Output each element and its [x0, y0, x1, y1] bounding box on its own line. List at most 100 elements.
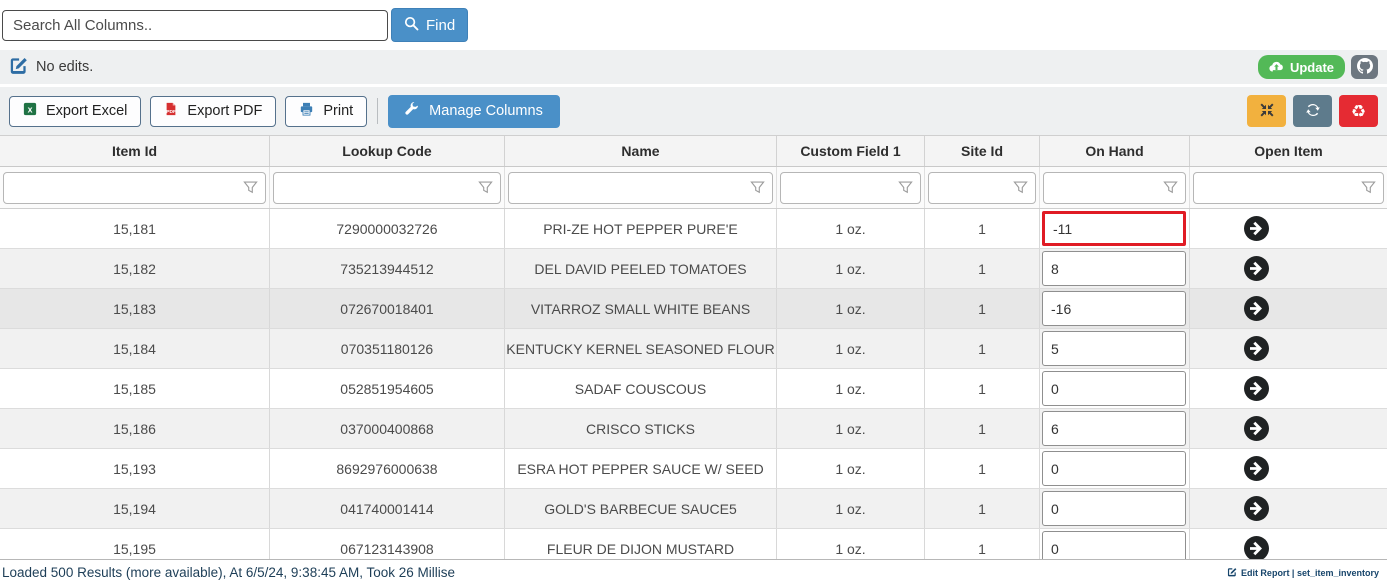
print-button[interactable]: Print	[285, 95, 368, 127]
cell-site-id: 1	[925, 449, 1040, 488]
filter-input-on-hand[interactable]	[1043, 171, 1186, 204]
compress-button[interactable]	[1247, 95, 1286, 127]
cell-item-id: 15,185	[0, 369, 270, 408]
filter-funnel-icon[interactable]	[750, 180, 765, 195]
filter-funnel-icon[interactable]	[1163, 180, 1178, 195]
cell-item-id: 15,181	[0, 209, 270, 248]
circle-right-arrow-icon	[1243, 376, 1270, 405]
github-octocat-icon	[1356, 57, 1373, 77]
on-hand-input[interactable]	[1042, 451, 1186, 486]
cell-site-id: 1	[925, 329, 1040, 368]
cell-open-item	[1190, 249, 1387, 288]
filter-input-custom-field-1[interactable]	[780, 171, 921, 204]
search-icon	[404, 16, 419, 35]
cell-lookup-code: 072670018401	[270, 289, 505, 328]
cell-lookup-code: 067123143908	[270, 529, 505, 559]
search-input[interactable]	[2, 9, 388, 41]
cell-name: CRISCO STICKS	[505, 409, 777, 448]
recycle-button[interactable]: ♻	[1339, 95, 1378, 127]
on-hand-input[interactable]	[1042, 531, 1186, 559]
cell-name: ESRA HOT PEPPER SAUCE W/ SEED	[505, 449, 777, 488]
column-header-name[interactable]: Name	[505, 136, 777, 166]
open-item-button[interactable]	[1243, 535, 1270, 559]
filter-input-site-id[interactable]	[928, 171, 1036, 204]
find-button[interactable]: Find	[391, 8, 469, 42]
on-hand-input[interactable]	[1042, 291, 1186, 326]
filter-funnel-icon[interactable]	[478, 180, 493, 195]
table-header-row: Item Id Lookup Code Name Custom Field 1 …	[0, 136, 1387, 167]
table-row: 15,183 072670018401 VITARROZ SMALL WHITE B…	[0, 289, 1387, 329]
print-label: Print	[323, 103, 354, 119]
column-header-open-item[interactable]: Open Item	[1254, 143, 1323, 159]
cell-open-item	[1190, 209, 1387, 248]
export-excel-label: Export Excel	[46, 103, 128, 119]
filter-funnel-icon[interactable]	[1013, 180, 1028, 195]
open-item-button[interactable]	[1243, 255, 1270, 282]
column-header-custom-field-1[interactable]: Custom Field 1	[777, 136, 925, 166]
pdf-file-icon: PDF	[164, 102, 178, 120]
cell-item-id: 15,182	[0, 249, 270, 288]
edit-report-link[interactable]: Edit Report | set_item_inventory	[1227, 567, 1379, 579]
cell-lookup-code: 735213944512	[270, 249, 505, 288]
pencil-square-icon-small	[1227, 567, 1237, 579]
svg-text:x: x	[28, 105, 33, 115]
filter-cell-item-id	[0, 167, 270, 208]
filter-cell-lookup-code	[270, 167, 505, 208]
filter-input-name[interactable]	[508, 171, 773, 204]
cell-lookup-code: 7290000032726	[270, 209, 505, 248]
on-hand-input[interactable]	[1042, 411, 1186, 446]
on-hand-input[interactable]	[1042, 211, 1186, 246]
github-button[interactable]	[1351, 55, 1378, 79]
open-item-button[interactable]	[1243, 335, 1270, 362]
filter-funnel-icon[interactable]	[243, 180, 258, 195]
cell-open-item	[1190, 329, 1387, 368]
open-item-button[interactable]	[1243, 295, 1270, 322]
cell-open-item	[1190, 289, 1387, 328]
on-hand-input[interactable]	[1042, 331, 1186, 366]
wrench-icon	[405, 101, 419, 120]
cell-custom-field-1: 1 oz.	[777, 449, 925, 488]
filter-cell-name	[505, 167, 777, 208]
table-row: 15,185 052851954605 SADAF COUSCOUS 1 oz. 1	[0, 369, 1387, 409]
table-row: 15,195 067123143908 FLEUR DE DIJON MUSTARD…	[0, 529, 1387, 559]
export-excel-button[interactable]: x Export Excel	[9, 95, 142, 127]
cell-item-id: 15,183	[0, 289, 270, 328]
table-row: 15,181 7290000032726 PRI-ZE HOT PEPPER PUR…	[0, 209, 1387, 249]
column-header-site-id[interactable]: Site Id	[925, 136, 1040, 166]
filter-row	[0, 167, 1387, 209]
filter-funnel-icon[interactable]	[1361, 180, 1376, 195]
open-item-button[interactable]	[1243, 415, 1270, 442]
cell-on-hand	[1040, 329, 1190, 368]
filter-input-item-id[interactable]	[3, 171, 266, 204]
circle-right-arrow-icon	[1243, 496, 1270, 525]
filter-cell-open-item	[1190, 167, 1387, 208]
column-header-lookup-code[interactable]: Lookup Code	[270, 136, 505, 166]
column-header-item-id[interactable]: Item Id	[0, 136, 270, 166]
column-header-on-hand[interactable]: On Hand	[1040, 136, 1190, 166]
manage-columns-button[interactable]: Manage Columns	[388, 94, 560, 128]
toolbar-divider	[377, 98, 379, 124]
filter-input-lookup-code[interactable]	[273, 171, 501, 204]
open-item-button[interactable]	[1243, 495, 1270, 522]
cell-custom-field-1: 1 oz.	[777, 249, 925, 288]
open-item-button[interactable]	[1243, 455, 1270, 482]
status-bar: Loaded 500 Results (more available), At …	[0, 559, 1387, 585]
on-hand-input[interactable]	[1042, 491, 1186, 526]
on-hand-input[interactable]	[1042, 371, 1186, 406]
on-hand-input[interactable]	[1042, 251, 1186, 286]
open-item-button[interactable]	[1243, 375, 1270, 402]
circle-right-arrow-icon	[1243, 336, 1270, 365]
export-pdf-button[interactable]: PDF Export PDF	[150, 95, 277, 127]
open-item-button[interactable]	[1243, 215, 1270, 242]
cell-on-hand	[1040, 449, 1190, 488]
excel-file-icon: x	[23, 102, 37, 120]
table-body: 15,181 7290000032726 PRI-ZE HOT PEPPER PUR…	[0, 209, 1387, 559]
filter-cell-custom-field-1	[777, 167, 925, 208]
cell-lookup-code: 070351180126	[270, 329, 505, 368]
cell-on-hand	[1040, 409, 1190, 448]
cell-custom-field-1: 1 oz.	[777, 209, 925, 248]
filter-input-open-item[interactable]	[1193, 171, 1384, 204]
update-button[interactable]: Update	[1257, 55, 1345, 79]
refresh-button[interactable]	[1293, 95, 1332, 127]
filter-funnel-icon[interactable]	[898, 180, 913, 195]
